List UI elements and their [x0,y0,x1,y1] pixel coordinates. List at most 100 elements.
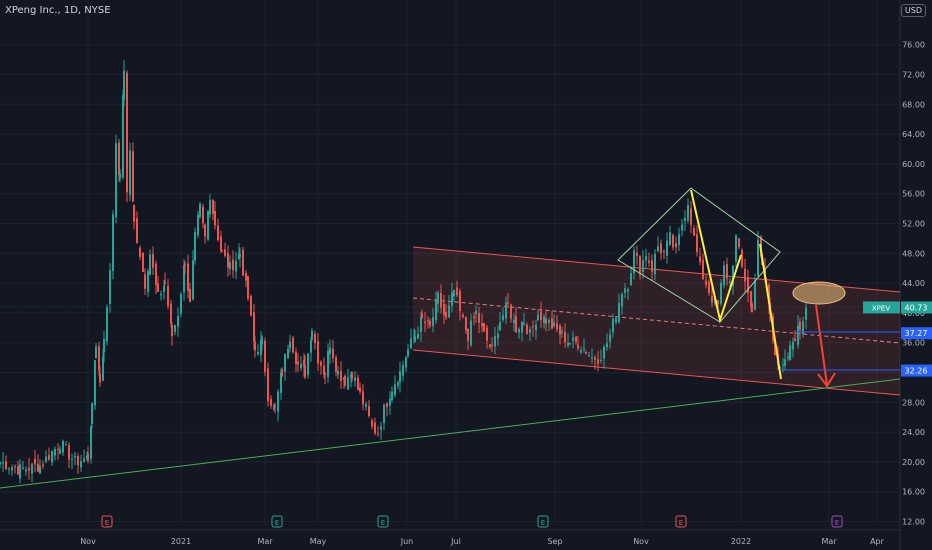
candle-body [365,403,367,407]
candle-body [281,369,283,377]
candle-body [351,372,353,380]
candle-body [535,324,537,331]
candle-body [335,357,337,372]
candle-body [642,260,644,273]
candle-body [594,357,596,360]
candle-body [744,268,746,282]
candle-body [253,312,255,342]
candle-body [789,345,791,361]
candle-body [202,206,204,224]
candle-body [209,200,211,215]
candle-body [164,281,166,284]
candle-body [407,349,409,356]
candle-body [239,254,241,258]
x-tick-label: 2022 [731,537,751,546]
candle-body [435,299,437,321]
candle-body [630,273,632,286]
candle-body [478,313,480,323]
candle-body [489,344,491,348]
candle-body [149,254,151,275]
x-tick-label: Sep [547,537,562,546]
candle-body [221,250,223,252]
arrow-shaft [815,304,828,386]
candle-body [132,151,134,202]
y-tick-label: 28.00 [902,398,925,407]
candle-body [797,325,799,346]
candle-body [754,280,756,310]
price-tag-bg [901,301,932,314]
candle-body [347,377,349,390]
candle-body [462,314,464,317]
candle-body [235,261,237,272]
candle-body [389,398,391,406]
candle-body [585,351,587,354]
candle-body [295,351,297,365]
candle-body [600,359,602,361]
candle-body [126,72,128,193]
candle-body [250,295,252,316]
candle-body [170,303,172,324]
candle-body [738,238,740,248]
candle-body [502,315,504,320]
candle-body [735,235,737,262]
candle-body [394,384,396,396]
candle-body [171,325,173,336]
candle-body [284,354,286,372]
candle-body [37,463,39,472]
candle-body [314,333,316,343]
candle-body [654,253,656,275]
candle-body [94,360,96,406]
x-tick-label: Nov [80,537,96,546]
candle-body [39,465,41,474]
currency-label[interactable]: USD [900,4,926,17]
candle-body [741,250,743,267]
candle-body [681,224,683,231]
earnings-event-icon [831,515,843,528]
candle-body [397,382,399,386]
candle-body [142,252,144,272]
candle-body [561,330,563,333]
candle-body [497,333,499,339]
candle-body [245,273,247,281]
candle-body [537,314,539,321]
candle-body [83,458,85,462]
candle-body [340,371,342,382]
candle-body [414,336,416,342]
candle-body [399,371,401,383]
earnings-event-icon [271,515,283,528]
candle-body [518,329,520,333]
candle-body [207,210,209,240]
candle-body [57,448,59,450]
candle-body [612,318,614,333]
candle-body [90,426,92,460]
candle-body [429,320,431,326]
candle-body [242,249,244,276]
candle-body [624,288,626,293]
candle-body [787,356,789,358]
candle-body [115,143,117,218]
candle-body [523,322,525,325]
candle-body [774,340,776,355]
candle-body [17,465,19,475]
candle-body [684,217,686,221]
candle-body [456,287,458,296]
candle-body [199,203,201,218]
candle-body [486,327,488,341]
candle-body [189,288,191,302]
candle-body [699,256,701,262]
candle-body [405,357,407,368]
earnings-event-icon [675,515,687,528]
candle-body [556,323,558,330]
candle-body [577,344,579,349]
candle-body [784,359,786,366]
candle-body [437,292,439,304]
channel-mid [412,297,901,344]
y-tick-label: 72.00 [902,71,925,80]
candle-body [324,373,326,376]
ticker-tag-bg [863,301,900,314]
earnings-event-icon [537,515,549,528]
candle-body [184,264,186,266]
x-axis: Nov 2021 Mar May Jun Jul Sep Nov 2022 Mar Apr [80,537,884,546]
candle-body [445,312,447,318]
